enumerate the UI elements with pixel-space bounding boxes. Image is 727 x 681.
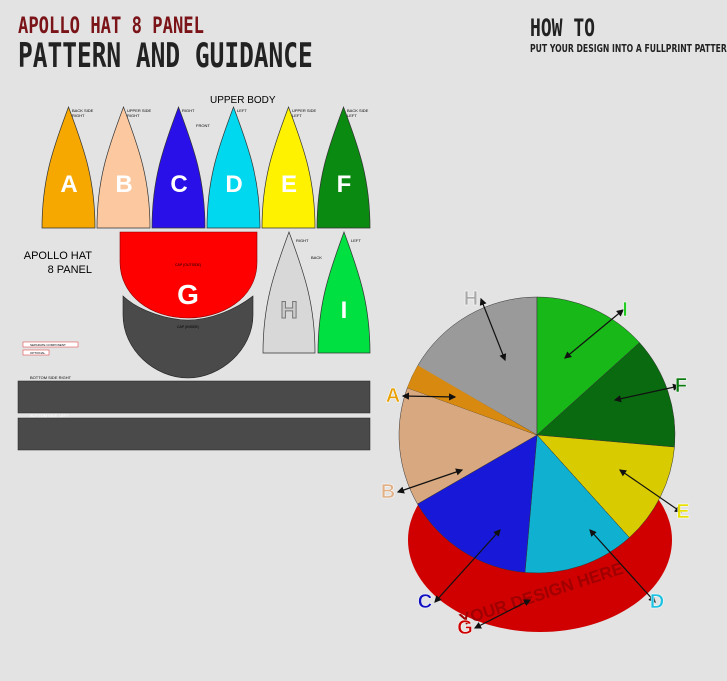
legend-separate: SEPARATE COMPONENT (30, 343, 66, 347)
panel-d (206, 106, 261, 229)
legend-optional: OPTIONAL (30, 351, 46, 355)
visor-letter: G (177, 279, 199, 310)
page-title: PATTERN AND GUIDANCE (18, 36, 313, 76)
panel-letter: I (341, 297, 348, 324)
panel-letter: B (115, 171, 132, 198)
band-bottom-left (17, 417, 371, 451)
panel-note: BACK SIDE (347, 108, 369, 113)
hat-label-f: F (675, 375, 687, 397)
panel-letter: D (225, 171, 242, 198)
panel-h (262, 230, 316, 354)
panel-letter: C (170, 171, 187, 198)
arrow-icon (613, 383, 681, 403)
panel-a (41, 106, 96, 229)
band-right-label: BOTTOM SIDE RIGHT (30, 375, 72, 380)
panel-c (151, 106, 206, 229)
panel-letter: E (281, 171, 297, 198)
hat-label-g: G (457, 617, 473, 639)
panel-note-2: LEFT (292, 113, 302, 118)
panel-letter: F (337, 171, 352, 198)
band-bottom-right (17, 380, 371, 414)
panel-letter: H (280, 297, 297, 324)
panel-note: UPPER SIDE (292, 108, 317, 113)
visor-inside (122, 295, 254, 379)
arrow-icon (473, 599, 532, 629)
hat-illustration: YOUR DESIGN HERE (398, 296, 676, 632)
howto-title: HOW TO (530, 14, 596, 42)
side-label-2: 8 PANEL (48, 264, 92, 276)
panel-note: BACK SIDE (72, 108, 94, 113)
hat-label-a: A (386, 385, 400, 407)
visor-inside-label: CAP (INSIDE) (177, 325, 199, 329)
panel-note-2: RIGHT (127, 113, 140, 118)
panel-note: LEFT (351, 238, 361, 243)
front-label: FRONT (196, 123, 210, 128)
band-left-label: BOTTOM SIDE LEFT (30, 413, 69, 418)
panel-i (317, 230, 371, 354)
panel-note: RIGHT (182, 108, 195, 113)
arrow-icon (619, 469, 682, 513)
hat-label-e: E (676, 501, 689, 523)
panel-note: UPPER SIDE (127, 108, 152, 113)
panel-b (96, 106, 151, 229)
hat-panel-h (417, 296, 538, 436)
back-label: BACK (311, 255, 322, 260)
side-label: APOLLO HAT (24, 250, 93, 262)
arrow-icon (564, 309, 624, 359)
panel-letter: A (60, 171, 77, 198)
arrow-icon (434, 529, 501, 603)
panel-note-2: RIGHT (72, 113, 85, 118)
hat-panel-a-top (407, 365, 537, 435)
hat-label-c: C (418, 591, 432, 613)
panel-note-2: LEFT (347, 113, 357, 118)
panel-e (261, 106, 316, 229)
hat-label-b: B (381, 481, 395, 503)
visor-outside (119, 231, 258, 319)
arrow-icon (401, 392, 457, 401)
hat-label-i: I (622, 299, 628, 321)
brand-title: APOLLO HAT 8 PANEL (18, 14, 204, 39)
panel-note: LEFT (237, 108, 247, 113)
arrow-icon (589, 529, 656, 603)
panel-f (316, 106, 371, 229)
arrow-icon (396, 468, 464, 494)
panel-note: RIGHT (296, 238, 309, 243)
arrow-icon (479, 297, 507, 362)
visor-outside-label: CAP (OUTSIDE) (175, 263, 201, 267)
howto-subtitle: PUT YOUR DESIGN INTO A FULLPRINT PATTERN (530, 42, 727, 55)
upper-body-label: UPPER BODY (210, 95, 276, 106)
hat-label-d: D (650, 591, 664, 613)
hat-label-h: H (464, 288, 478, 310)
